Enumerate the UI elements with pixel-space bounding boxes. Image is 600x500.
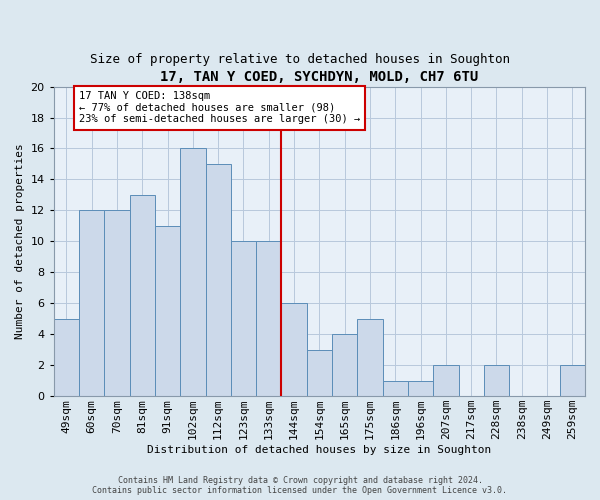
- Bar: [79, 210, 104, 396]
- Bar: [130, 195, 155, 396]
- Bar: [433, 365, 458, 396]
- Bar: [358, 319, 383, 396]
- Bar: [155, 226, 180, 396]
- Bar: [332, 334, 358, 396]
- Bar: [307, 350, 332, 396]
- Y-axis label: Number of detached properties: Number of detached properties: [15, 144, 25, 339]
- Bar: [104, 210, 130, 396]
- Bar: [180, 148, 206, 396]
- Bar: [560, 365, 585, 396]
- X-axis label: Distribution of detached houses by size in Soughton: Distribution of detached houses by size …: [147, 445, 491, 455]
- Bar: [281, 304, 307, 396]
- Text: Size of property relative to detached houses in Soughton: Size of property relative to detached ho…: [90, 52, 510, 66]
- Bar: [484, 365, 509, 396]
- Text: Contains HM Land Registry data © Crown copyright and database right 2024.
Contai: Contains HM Land Registry data © Crown c…: [92, 476, 508, 495]
- Bar: [383, 380, 408, 396]
- Bar: [54, 319, 79, 396]
- Bar: [408, 380, 433, 396]
- Bar: [206, 164, 231, 396]
- Bar: [256, 242, 281, 396]
- Text: 17 TAN Y COED: 138sqm
← 77% of detached houses are smaller (98)
23% of semi-deta: 17 TAN Y COED: 138sqm ← 77% of detached …: [79, 91, 360, 124]
- Title: 17, TAN Y COED, SYCHDYN, MOLD, CH7 6TU: 17, TAN Y COED, SYCHDYN, MOLD, CH7 6TU: [160, 70, 478, 84]
- Bar: [231, 242, 256, 396]
